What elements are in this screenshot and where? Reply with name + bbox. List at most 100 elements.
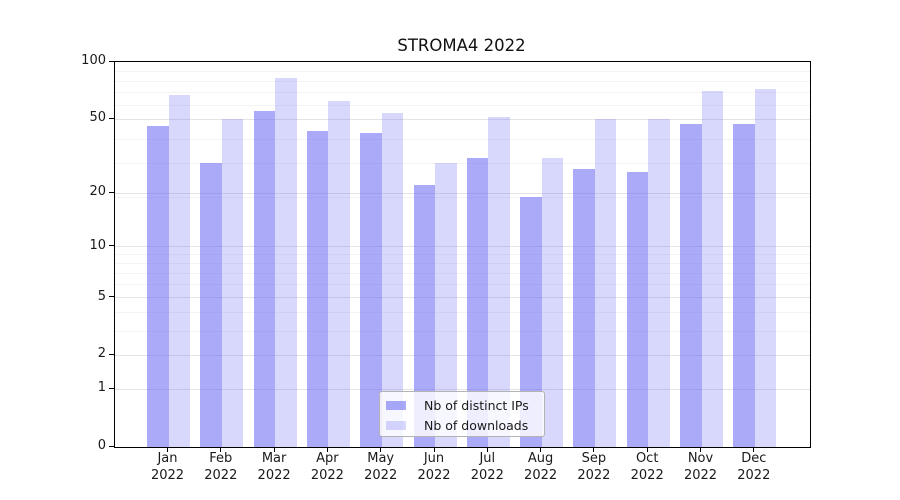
x-axis-tick-label: Jul 2022 bbox=[455, 451, 519, 484]
x-label-year: 2022 bbox=[683, 467, 718, 483]
legend-item-distinct-ips: Nb of distinct IPs bbox=[386, 395, 538, 415]
x-label-year: 2022 bbox=[204, 467, 238, 483]
y-tick-mark bbox=[109, 445, 114, 447]
minor-gridline bbox=[115, 92, 810, 94]
y-tick-mark bbox=[109, 191, 114, 193]
x-tick-mark bbox=[593, 447, 595, 452]
minor-gridline bbox=[115, 273, 810, 275]
legend-swatch-distinct-ips bbox=[386, 400, 406, 410]
major-gridline bbox=[115, 354, 810, 356]
x-tick-mark bbox=[540, 447, 542, 452]
x-axis-tick-label: Aug 2022 bbox=[509, 451, 573, 484]
minor-gridline bbox=[115, 80, 810, 82]
x-tick-mark bbox=[167, 447, 168, 452]
minor-gridline bbox=[115, 330, 810, 332]
bar-distinct-ips-aug bbox=[520, 197, 542, 447]
x-label-year: 2022 bbox=[737, 467, 771, 483]
x-label-month: Nov bbox=[687, 451, 714, 466]
y-tick-mark bbox=[109, 60, 114, 62]
major-gridline bbox=[115, 297, 810, 299]
x-label-year: 2022 bbox=[630, 467, 664, 483]
x-label-month: Aug bbox=[527, 451, 554, 466]
minor-gridline bbox=[115, 162, 810, 164]
x-axis-tick-label: Oct 2022 bbox=[615, 451, 679, 484]
minor-gridline bbox=[115, 284, 810, 286]
x-axis-tick-label: Jun 2022 bbox=[402, 451, 466, 484]
bar-downloads-oct bbox=[648, 119, 670, 447]
minor-gridline bbox=[115, 254, 810, 256]
bar-downloads-jan bbox=[168, 95, 190, 447]
major-gridline bbox=[115, 388, 810, 390]
y-tick-mark bbox=[109, 117, 114, 119]
legend-label-downloads: Nb of downloads bbox=[424, 417, 529, 433]
major-gridline bbox=[115, 246, 810, 248]
y-axis-tick-label: 100 bbox=[81, 53, 106, 68]
y-axis-tick-label: 2 bbox=[97, 346, 106, 362]
x-tick-mark bbox=[220, 447, 222, 452]
minor-gridline bbox=[115, 71, 810, 73]
bar-downloads-jul bbox=[488, 117, 510, 447]
plot-area bbox=[114, 61, 811, 448]
x-tick-mark bbox=[753, 447, 755, 452]
bar-distinct-ips-dec bbox=[733, 124, 755, 447]
x-tick-mark bbox=[646, 447, 648, 452]
bar-distinct-ips-apr bbox=[306, 131, 329, 447]
bar-distinct-ips-oct bbox=[626, 172, 649, 447]
major-gridline bbox=[115, 118, 810, 120]
y-tick-mark bbox=[109, 387, 114, 389]
x-axis-tick-label: Mar 2022 bbox=[242, 451, 306, 484]
bar-distinct-ips-jul bbox=[466, 157, 489, 447]
bar-distinct-ips-mar bbox=[253, 111, 276, 447]
major-gridline bbox=[115, 192, 810, 194]
bar-downloads-feb bbox=[221, 119, 244, 447]
y-tick-mark bbox=[109, 353, 114, 355]
bar-distinct-ips-may bbox=[360, 133, 382, 447]
x-label-month: Sep bbox=[581, 451, 607, 466]
chart-title: STROMA4 2022 bbox=[397, 36, 526, 55]
x-tick-mark bbox=[380, 447, 382, 452]
bar-downloads-aug bbox=[541, 157, 564, 447]
y-axis-tick-label: 50 bbox=[89, 110, 106, 125]
y-axis-tick-label: 1 bbox=[97, 380, 106, 396]
legend: Nb of distinct IPs Nb of downloads bbox=[379, 391, 545, 437]
x-label-year: 2022 bbox=[257, 467, 291, 483]
x-label-month: May bbox=[367, 451, 395, 466]
x-axis-tick-label: Nov 2022 bbox=[669, 451, 733, 484]
legend-label-distinct-ips: Nb of distinct IPs bbox=[424, 397, 529, 413]
x-label-month: Jul bbox=[479, 451, 496, 466]
y-axis-tick-label: 5 bbox=[97, 288, 106, 304]
minor-gridline bbox=[115, 196, 810, 198]
bar-distinct-ips-nov bbox=[680, 124, 702, 447]
x-label-year: 2022 bbox=[310, 467, 344, 483]
x-axis-tick-label: Sep 2022 bbox=[562, 451, 626, 484]
x-label-year: 2022 bbox=[150, 467, 185, 483]
bar-downloads-may bbox=[381, 112, 404, 447]
x-tick-mark bbox=[486, 447, 488, 452]
y-axis-tick-label: 0 bbox=[97, 438, 106, 453]
x-tick-mark bbox=[700, 447, 701, 452]
bar-downloads-nov bbox=[701, 91, 723, 447]
x-tick-mark bbox=[433, 447, 435, 452]
y-tick-mark bbox=[109, 296, 114, 298]
bar-downloads-dec bbox=[754, 89, 777, 447]
y-axis-tick-label: 20 bbox=[89, 184, 106, 200]
bar-distinct-ips-feb bbox=[200, 163, 222, 447]
x-tick-mark bbox=[326, 447, 328, 452]
x-axis-tick-label: Dec 2022 bbox=[722, 451, 786, 484]
minor-gridline bbox=[115, 138, 810, 140]
x-axis-tick-label: May 2022 bbox=[349, 451, 413, 484]
legend-item-downloads: Nb of downloads bbox=[386, 415, 538, 435]
bar-downloads-sep bbox=[594, 119, 617, 447]
x-label-month: Mar bbox=[261, 451, 287, 466]
x-label-month: Dec bbox=[741, 451, 767, 466]
x-label-month: Jun bbox=[423, 451, 445, 466]
x-tick-mark bbox=[273, 447, 275, 452]
y-axis-tick-label: 10 bbox=[89, 237, 106, 253]
legend-swatch-downloads bbox=[386, 420, 406, 430]
x-label-year: 2022 bbox=[577, 467, 611, 483]
bar-downloads-mar bbox=[275, 78, 297, 447]
minor-gridline bbox=[115, 263, 810, 265]
bar-distinct-ips-sep bbox=[573, 169, 595, 447]
x-label-month: Oct bbox=[635, 451, 659, 466]
